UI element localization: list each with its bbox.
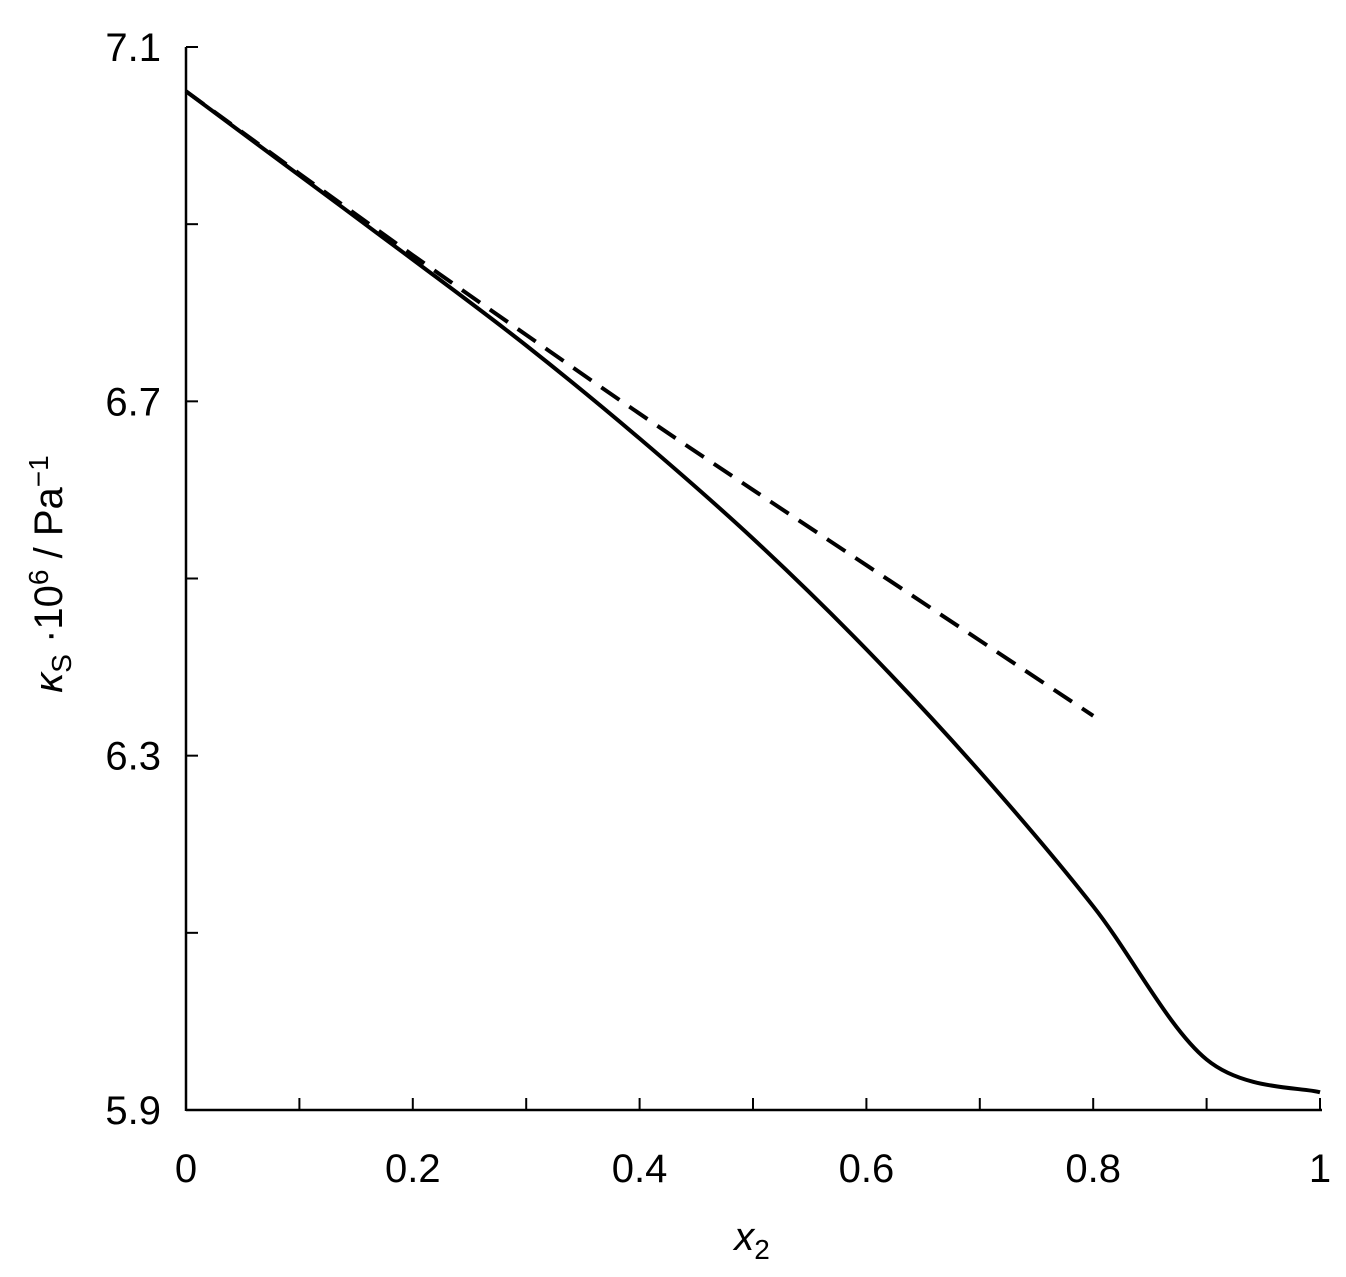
x-tick-label: 0.2 (385, 1147, 441, 1191)
x-tick-label: 0.4 (612, 1147, 668, 1191)
x-axis-title-symbol: x (732, 1215, 756, 1259)
y-tick-label: 6.7 (105, 380, 161, 424)
series-layer (184, 89, 1321, 1095)
x-tick-label: 0 (175, 1147, 197, 1191)
x-tick-label: 0.8 (1065, 1147, 1121, 1191)
series-line-dashed (184, 89, 1095, 718)
y-axis-title-unit: / Pa (27, 486, 71, 569)
x-tick-label: 0.6 (839, 1147, 895, 1191)
y-tick-label: 5.9 (105, 1089, 161, 1133)
y-axis-title: κS ·106 / Pa−1 (23, 455, 77, 692)
y-axis-title-middle: ·10 (27, 585, 71, 654)
y-tick-label: 6.3 (105, 735, 161, 779)
axes (184, 46, 1322, 1112)
x-axis-title: x2 (732, 1215, 770, 1265)
tick-labels: 0 0.2 0.4 0.6 0.8 1 5.9 6.3 6.7 7.1 (105, 26, 1331, 1191)
y-axis-title-subscript: S (46, 654, 77, 673)
series-line-solid (184, 89, 1321, 1095)
y-axis-title-exp: 6 (23, 570, 54, 586)
x-tick-label: 1 (1309, 1147, 1331, 1191)
y-tick-label: 7.1 (105, 26, 161, 70)
y-axis-title-symbol: κ (27, 671, 71, 693)
y-axis-title-unit-exp: −1 (23, 455, 54, 487)
x-axis-title-subscript: 2 (754, 1234, 770, 1265)
